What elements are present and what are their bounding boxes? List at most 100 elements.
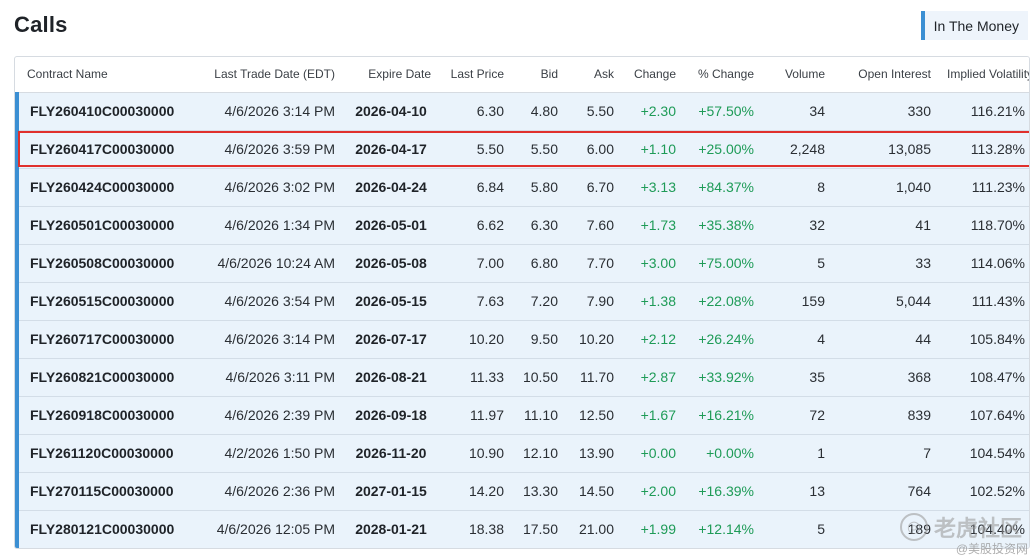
- in-the-money-filter[interactable]: In The Money: [920, 11, 1028, 40]
- cell-change: +2.87: [622, 358, 684, 397]
- table-row[interactable]: FLY260717C00030000 4/6/2026 3:14 PM 2026-0…: [15, 320, 1029, 359]
- cell-pct-change: +26.24%: [684, 320, 762, 359]
- table-row[interactable]: FLY260508C00030000 4/6/2026 10:24 AM 2026-…: [15, 244, 1029, 283]
- cell-ask: 13.90: [566, 434, 622, 473]
- cell-last-price: 11.33: [439, 358, 512, 397]
- table-row[interactable]: FLY261120C00030000 4/2/2026 1:50 PM 2026-1…: [15, 434, 1029, 473]
- cell-contract-name[interactable]: FLY280121C00030000: [15, 510, 206, 548]
- cell-last-price: 7.63: [439, 282, 512, 321]
- cell-implied-volatility: 114.06%: [939, 244, 1029, 283]
- column-header-bid[interactable]: Bid: [512, 57, 566, 93]
- cell-open-interest: 1,040: [833, 168, 939, 207]
- table-row[interactable]: FLY260918C00030000 4/6/2026 2:39 PM 2026-0…: [15, 396, 1029, 435]
- cell-pct-change: +57.50%: [684, 92, 762, 131]
- cell-volume: 5: [762, 244, 833, 283]
- cell-bid: 10.50: [512, 358, 566, 397]
- cell-ask: 12.50: [566, 396, 622, 435]
- cell-bid: 12.10: [512, 434, 566, 473]
- cell-change: +3.00: [622, 244, 684, 283]
- column-header-volume[interactable]: Volume: [762, 57, 833, 93]
- table-row[interactable]: FLY270115C00030000 4/6/2026 2:36 PM 2027-0…: [15, 472, 1029, 511]
- column-header-last-trade-date[interactable]: Last Trade Date (EDT): [206, 57, 343, 93]
- cell-ask: 7.60: [566, 206, 622, 245]
- column-header-pct-change[interactable]: % Change: [684, 57, 762, 93]
- cell-volume: 34: [762, 92, 833, 131]
- cell-last-price: 6.62: [439, 206, 512, 245]
- cell-last-trade-date: 4/6/2026 3:54 PM: [206, 282, 343, 321]
- column-header-expire-date[interactable]: Expire Date: [343, 57, 439, 93]
- cell-volume: 35: [762, 358, 833, 397]
- cell-change: +2.30: [622, 92, 684, 131]
- cell-pct-change: +84.37%: [684, 168, 762, 207]
- cell-pct-change: +22.08%: [684, 282, 762, 321]
- cell-volume: 5: [817, 521, 825, 538]
- cell-open-interest: 764: [833, 472, 939, 511]
- cell-volume: 4: [762, 320, 833, 359]
- cell-volume: 1: [762, 434, 833, 473]
- cell-bid: 6.30: [512, 206, 566, 245]
- page-title: Calls: [14, 12, 68, 37]
- cell-contract-name[interactable]: FLY260717C00030000: [15, 320, 206, 359]
- cell-expire-date: 2026-04-17: [343, 130, 439, 169]
- table-row[interactable]: FLY280121C00030000 4/6/2026 12:05 PM 2028-…: [15, 510, 1029, 548]
- cell-bid: 13.30: [512, 472, 566, 511]
- cell-last-price: 5.50: [439, 130, 512, 169]
- cell-expire-date: 2026-04-10: [343, 92, 439, 131]
- cell-last-price: 10.20: [439, 320, 512, 359]
- cell-implied-volatility: 104.54%: [939, 434, 1029, 473]
- cell-volume: 8: [762, 168, 833, 207]
- column-header-ask[interactable]: Ask: [566, 57, 622, 93]
- cell-implied-volatility: 111.43%: [939, 282, 1029, 321]
- cell-contract-name[interactable]: FLY260821C00030000: [15, 358, 206, 397]
- cell-contract-name[interactable]: FLY260410C00030000: [15, 92, 206, 131]
- column-header-implied-volatility[interactable]: Implied Volatility: [939, 57, 1029, 93]
- cell-bid: 4.80: [512, 92, 566, 131]
- cell-implied-volatility: 116.21%: [939, 92, 1029, 131]
- cell-contract-name[interactable]: FLY260508C00030000: [15, 244, 206, 283]
- cell-implied-volatility: 107.64%: [939, 396, 1029, 435]
- cell-contract-name[interactable]: FLY261120C00030000: [15, 434, 206, 473]
- cell-last-trade-date: 4/6/2026 3:02 PM: [206, 168, 343, 207]
- cell-expire-date: 2026-04-24: [343, 168, 439, 207]
- cell-contract-name[interactable]: FLY260918C00030000: [15, 396, 206, 435]
- cell-implied-volatility: 108.47%: [939, 358, 1029, 397]
- cell-contract-name[interactable]: FLY270115C00030000: [15, 472, 206, 511]
- cell-pct-change: +12.14%: [698, 521, 754, 538]
- cell-last-price: 11.97: [439, 396, 512, 435]
- column-header-last-price[interactable]: Last Price: [439, 57, 512, 93]
- column-header-contract-name[interactable]: Contract Name: [17, 57, 206, 93]
- cell-bid: 17.50: [522, 521, 558, 538]
- cell-last-trade-date: 4/6/2026 2:39 PM: [206, 396, 343, 435]
- table-header-row: Contract Name Last Trade Date (EDT) Expire…: [17, 57, 1029, 93]
- cell-contract-name[interactable]: FLY260417C00030000: [15, 130, 206, 169]
- cell-contract-name[interactable]: FLY260515C00030000: [15, 282, 206, 321]
- column-header-change[interactable]: Change: [622, 57, 684, 93]
- cell-volume: 159: [762, 282, 833, 321]
- cell-open-interest: 330: [833, 92, 939, 131]
- cell-last-price: 6.84: [439, 168, 512, 207]
- table-row[interactable]: FLY260417C00030000 4/6/2026 3:59 PM 2026-0…: [15, 130, 1029, 169]
- cell-last-price: 14.20: [439, 472, 512, 511]
- cell-expire-date: 2027-01-15: [343, 472, 439, 511]
- cell-last-price: 10.90: [439, 434, 512, 473]
- table-row[interactable]: FLY260410C00030000 4/6/2026 3:14 PM 2026-0…: [15, 92, 1029, 131]
- cell-implied-volatility: 118.70%: [939, 206, 1029, 245]
- cell-volume: 72: [762, 396, 833, 435]
- cell-pct-change: +16.39%: [684, 472, 762, 511]
- cell-last-price: 7.00: [439, 244, 512, 283]
- cell-contract-name[interactable]: FLY260501C00030000: [15, 206, 206, 245]
- table-row[interactable]: FLY260515C00030000 4/6/2026 3:54 PM 2026-0…: [15, 282, 1029, 321]
- cell-last-trade-date: 4/6/2026 3:14 PM: [206, 320, 343, 359]
- table-row[interactable]: FLY260821C00030000 4/6/2026 3:11 PM 2026-0…: [15, 358, 1029, 397]
- cell-last-price: 6.30: [439, 92, 512, 131]
- table-row[interactable]: FLY260424C00030000 4/6/2026 3:02 PM 2026-0…: [15, 168, 1029, 207]
- cell-open-interest: 44: [833, 320, 939, 359]
- cell-pct-change: +75.00%: [684, 244, 762, 283]
- cell-open-interest: 839: [833, 396, 939, 435]
- cell-last-trade-date: 4/6/2026 10:24 AM: [206, 244, 343, 283]
- table-row[interactable]: FLY260501C00030000 4/6/2026 1:34 PM 2026-0…: [15, 206, 1029, 245]
- column-header-open-interest[interactable]: Open Interest: [833, 57, 939, 93]
- cell-change: +0.00: [622, 434, 684, 473]
- cell-ask: 21.00: [578, 521, 614, 538]
- cell-contract-name[interactable]: FLY260424C00030000: [15, 168, 206, 207]
